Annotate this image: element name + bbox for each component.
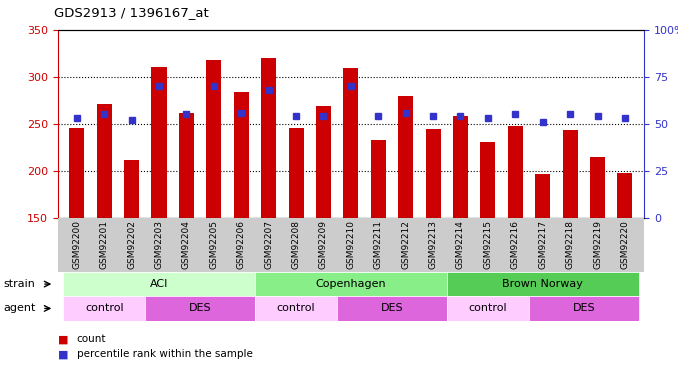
Bar bbox=[590, 157, 605, 218]
Bar bbox=[453, 116, 468, 218]
Bar bbox=[371, 140, 386, 218]
Text: ■: ■ bbox=[58, 350, 68, 359]
Text: DES: DES bbox=[572, 303, 595, 313]
Bar bbox=[316, 106, 331, 218]
Bar bbox=[255, 296, 337, 321]
Bar bbox=[69, 128, 84, 218]
Bar bbox=[179, 112, 194, 218]
Bar bbox=[508, 126, 523, 218]
Bar bbox=[145, 296, 255, 321]
Bar bbox=[426, 129, 441, 218]
Bar bbox=[97, 104, 112, 218]
Bar bbox=[563, 130, 578, 218]
Text: GSM92215: GSM92215 bbox=[483, 220, 492, 269]
Bar bbox=[447, 296, 529, 321]
Text: agent: agent bbox=[3, 303, 36, 313]
Text: GSM92203: GSM92203 bbox=[155, 220, 163, 269]
Text: GSM92211: GSM92211 bbox=[374, 220, 383, 269]
Text: GSM92205: GSM92205 bbox=[210, 220, 218, 269]
Text: GSM92209: GSM92209 bbox=[319, 220, 328, 269]
Bar bbox=[529, 296, 639, 321]
Text: GSM92204: GSM92204 bbox=[182, 220, 191, 269]
Bar bbox=[261, 58, 276, 217]
Bar bbox=[63, 272, 255, 296]
Text: GSM92219: GSM92219 bbox=[593, 220, 602, 269]
Text: GSM92201: GSM92201 bbox=[100, 220, 108, 269]
Text: strain: strain bbox=[3, 279, 35, 289]
Text: count: count bbox=[77, 334, 106, 344]
Text: percentile rank within the sample: percentile rank within the sample bbox=[77, 350, 252, 359]
Text: GSM92202: GSM92202 bbox=[127, 220, 136, 269]
Text: GSM92210: GSM92210 bbox=[346, 220, 355, 269]
Text: Brown Norway: Brown Norway bbox=[502, 279, 583, 289]
Text: GSM92213: GSM92213 bbox=[428, 220, 437, 269]
Text: ■: ■ bbox=[58, 334, 68, 344]
Bar bbox=[447, 272, 639, 296]
Bar bbox=[289, 128, 304, 218]
Bar bbox=[206, 60, 222, 217]
Bar bbox=[124, 160, 139, 218]
Text: GSM92212: GSM92212 bbox=[401, 220, 410, 269]
Bar bbox=[398, 96, 413, 218]
Text: DES: DES bbox=[380, 303, 403, 313]
Text: GSM92218: GSM92218 bbox=[565, 220, 575, 269]
Bar bbox=[343, 68, 359, 218]
Text: GDS2913 / 1396167_at: GDS2913 / 1396167_at bbox=[54, 6, 209, 19]
Text: GSM92208: GSM92208 bbox=[292, 220, 300, 269]
Text: control: control bbox=[277, 303, 315, 313]
Bar bbox=[234, 92, 249, 218]
Text: GSM92206: GSM92206 bbox=[237, 220, 245, 269]
Text: GSM92214: GSM92214 bbox=[456, 220, 465, 269]
Text: control: control bbox=[85, 303, 123, 313]
Bar bbox=[480, 142, 496, 218]
Bar bbox=[151, 67, 167, 218]
Text: control: control bbox=[468, 303, 507, 313]
Text: Copenhagen: Copenhagen bbox=[315, 279, 386, 289]
Bar bbox=[535, 174, 551, 217]
Text: GSM92217: GSM92217 bbox=[538, 220, 547, 269]
Text: GSM92220: GSM92220 bbox=[620, 220, 629, 269]
Bar bbox=[618, 173, 633, 217]
Text: ACI: ACI bbox=[150, 279, 168, 289]
Text: GSM92207: GSM92207 bbox=[264, 220, 273, 269]
Text: GSM92216: GSM92216 bbox=[511, 220, 520, 269]
Text: GSM92200: GSM92200 bbox=[73, 220, 81, 269]
Bar bbox=[337, 296, 447, 321]
Bar bbox=[255, 272, 447, 296]
Text: DES: DES bbox=[189, 303, 212, 313]
Bar bbox=[63, 296, 145, 321]
